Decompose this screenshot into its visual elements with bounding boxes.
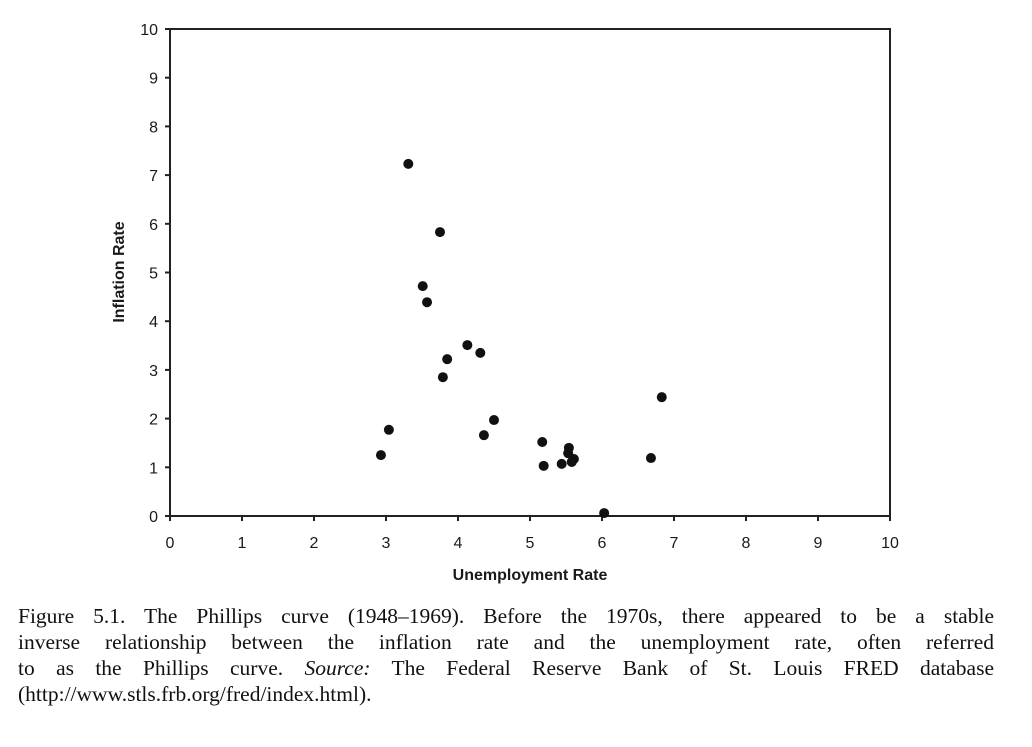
y-tick-label: 6 bbox=[149, 217, 158, 234]
x-tick-label: 9 bbox=[814, 535, 823, 552]
data-point-marker bbox=[566, 456, 577, 467]
data-point-marker bbox=[417, 281, 428, 292]
caption-text: The Federal Reserve Bank of St. Louis FR… bbox=[370, 656, 994, 680]
data-point-marker bbox=[556, 458, 567, 469]
data-point-marker bbox=[403, 158, 414, 169]
data-point-marker bbox=[435, 227, 445, 238]
x-tick-label: 7 bbox=[670, 535, 679, 552]
plot-frame bbox=[169, 28, 891, 517]
data-point-marker bbox=[462, 340, 473, 351]
y-tick-label: 2 bbox=[149, 412, 158, 429]
data-point-marker bbox=[442, 354, 453, 365]
y-tick-label: 9 bbox=[149, 71, 158, 88]
data-point-marker bbox=[475, 347, 486, 358]
source-label: Source: bbox=[304, 656, 371, 680]
data-point-marker bbox=[656, 392, 667, 403]
y-axis-title: Inflation Rate bbox=[111, 221, 128, 322]
x-axis-title: Unemployment Rate bbox=[453, 567, 608, 584]
data-point-marker bbox=[538, 460, 549, 471]
data-point-marker bbox=[375, 450, 386, 461]
x-tick-label: 2 bbox=[310, 535, 319, 552]
x-tick-label: 5 bbox=[526, 535, 535, 552]
data-point-marker bbox=[537, 436, 548, 447]
caption-line-3: to as the Phillips curve. Source: The Fe… bbox=[18, 655, 994, 681]
x-tick-label: 6 bbox=[598, 535, 607, 552]
data-point-marker bbox=[422, 297, 433, 308]
x-tick-label: 0 bbox=[166, 535, 175, 552]
caption-text: to as the Phillips curve. bbox=[18, 656, 305, 680]
x-tick-label: 1 bbox=[238, 535, 247, 552]
x-tick-label: 8 bbox=[742, 535, 751, 552]
x-axis: 0 1 2 3 4 5 6 7 8 9 10 bbox=[166, 516, 899, 552]
data-point-marker bbox=[645, 453, 656, 464]
x-tick-label: 3 bbox=[382, 535, 391, 552]
data-points bbox=[375, 158, 667, 519]
y-tick-label: 8 bbox=[149, 119, 158, 136]
data-point-marker bbox=[437, 372, 448, 383]
data-point-marker bbox=[489, 415, 499, 426]
y-tick-label: 7 bbox=[149, 168, 158, 185]
x-tick-label: 4 bbox=[454, 535, 463, 552]
y-tick-label: 4 bbox=[149, 314, 158, 331]
data-point-marker bbox=[478, 430, 489, 441]
caption-line-4: (http://www.stls.frb.org/fred/index.html… bbox=[18, 682, 372, 706]
y-tick-label: 1 bbox=[149, 460, 158, 477]
x-tick-label: 10 bbox=[881, 535, 899, 552]
scatter-chart: 0 1 2 3 4 5 6 7 8 9 10 0 1 2 3 4 5 6 7 8 9 10 Unemployment R… bbox=[111, 22, 899, 584]
y-tick-label: 5 bbox=[149, 266, 158, 283]
data-point-marker bbox=[383, 424, 394, 435]
caption-line-1: Figure 5.1. The Phillips curve (1948–196… bbox=[18, 604, 994, 628]
data-point-marker bbox=[599, 508, 610, 519]
y-tick-label: 10 bbox=[140, 22, 158, 39]
caption-line-2: inverse relationship between the inflati… bbox=[18, 630, 994, 654]
figure-caption: Figure 5.1. The Phillips curve (1948–196… bbox=[18, 603, 994, 707]
y-tick-label: 0 bbox=[149, 509, 158, 526]
y-tick-label: 3 bbox=[149, 363, 158, 380]
y-axis: 0 1 2 3 4 5 6 7 8 9 10 bbox=[140, 22, 170, 526]
